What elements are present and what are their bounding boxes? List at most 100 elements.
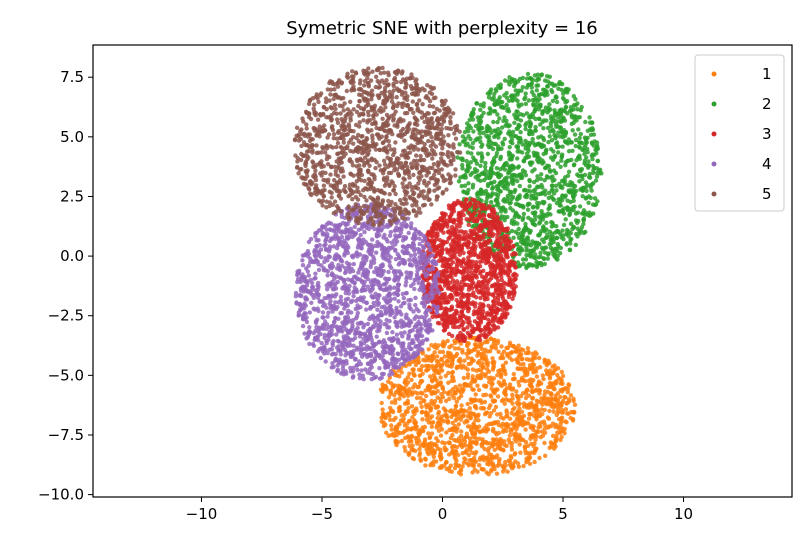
data-point	[508, 139, 513, 144]
data-point	[387, 259, 392, 265]
data-point	[581, 221, 586, 227]
data-point	[484, 199, 489, 204]
data-point	[550, 433, 556, 439]
data-point	[489, 345, 495, 350]
data-point	[480, 280, 485, 285]
data-point	[326, 310, 331, 315]
data-point	[448, 214, 453, 220]
data-point	[502, 115, 507, 120]
data-point	[513, 459, 518, 464]
data-point	[492, 128, 497, 133]
data-point	[505, 247, 511, 252]
data-point	[509, 93, 515, 98]
data-point	[551, 191, 557, 196]
data-point	[472, 206, 477, 211]
data-point	[554, 99, 560, 105]
data-point	[459, 403, 464, 408]
data-point	[545, 175, 550, 180]
data-point	[449, 353, 454, 358]
data-point	[441, 260, 446, 266]
data-point	[580, 194, 585, 199]
data-point	[457, 302, 462, 308]
data-point	[517, 349, 522, 354]
data-point	[465, 342, 470, 347]
data-point	[452, 340, 458, 346]
data-point	[479, 333, 484, 338]
data-point	[453, 324, 458, 330]
data-point	[564, 241, 570, 246]
data-point	[399, 438, 405, 444]
data-point	[482, 297, 488, 302]
data-point	[537, 455, 542, 461]
data-point	[442, 324, 447, 329]
data-point	[507, 145, 512, 150]
data-point	[508, 200, 513, 205]
data-point	[492, 159, 497, 164]
data-point	[469, 248, 474, 254]
data-point	[461, 320, 466, 325]
data-point	[441, 274, 447, 279]
data-point	[478, 271, 483, 276]
data-point	[520, 85, 525, 90]
data-point	[537, 221, 542, 226]
data-point	[516, 379, 521, 385]
data-point	[533, 255, 538, 261]
data-point	[517, 354, 522, 359]
data-point	[481, 467, 486, 472]
data-point	[438, 396, 443, 401]
data-point	[502, 262, 507, 267]
data-point	[507, 433, 513, 438]
data-point	[523, 122, 528, 128]
data-point	[515, 92, 520, 97]
data-point	[467, 406, 472, 411]
data-point	[473, 436, 479, 441]
data-point	[420, 351, 425, 356]
data-point	[565, 111, 570, 116]
data-point	[466, 222, 471, 227]
data-point	[515, 116, 520, 122]
data-point	[471, 129, 476, 134]
data-point	[388, 381, 394, 386]
data-point	[514, 273, 519, 278]
data-point	[532, 459, 537, 465]
data-point	[593, 178, 599, 183]
data-point	[490, 292, 495, 297]
data-point	[474, 368, 479, 373]
data-point	[427, 416, 433, 421]
data-point	[474, 101, 479, 106]
data-point	[532, 413, 537, 419]
data-point	[465, 202, 470, 208]
data-point	[460, 271, 465, 276]
data-point	[474, 449, 479, 455]
data-point	[499, 277, 504, 283]
data-point	[313, 271, 318, 276]
data-point	[458, 175, 463, 180]
data-point	[528, 425, 533, 430]
data-point	[516, 397, 521, 402]
data-point	[552, 441, 557, 446]
data-point	[406, 230, 411, 236]
data-point	[461, 302, 466, 307]
data-point	[538, 122, 543, 127]
data-point	[471, 280, 476, 286]
data-point	[455, 333, 461, 339]
data-point	[452, 311, 457, 317]
data-point	[519, 234, 524, 239]
data-point	[443, 373, 448, 379]
data-point	[531, 179, 537, 185]
data-point	[498, 156, 503, 162]
data-point	[546, 424, 551, 429]
data-point	[414, 395, 420, 401]
data-point	[548, 107, 553, 112]
data-point	[517, 251, 522, 257]
data-point	[439, 356, 444, 362]
data-point	[466, 305, 471, 311]
data-point	[489, 97, 495, 102]
data-point	[482, 446, 487, 452]
data-point	[468, 334, 473, 339]
data-point	[570, 418, 576, 423]
data-point	[529, 389, 534, 394]
data-point	[502, 368, 507, 374]
data-point	[383, 311, 388, 316]
data-point	[475, 349, 481, 354]
